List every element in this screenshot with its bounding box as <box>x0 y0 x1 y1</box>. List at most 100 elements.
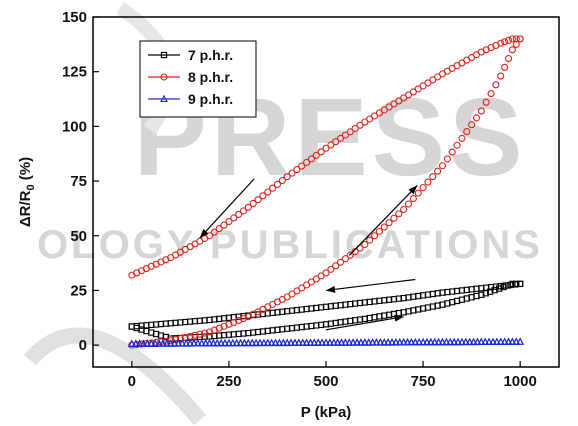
data-point <box>263 338 272 346</box>
data-point <box>487 90 495 98</box>
data-point <box>442 337 451 346</box>
data-point <box>312 151 320 159</box>
data-point <box>446 337 455 346</box>
data-point <box>279 338 288 346</box>
data-point <box>178 339 187 347</box>
data-point <box>162 339 171 347</box>
data-point <box>473 337 482 345</box>
data-point <box>283 338 292 346</box>
data-point <box>407 337 416 346</box>
data-point <box>288 169 296 177</box>
data-point <box>388 338 396 346</box>
data-point <box>275 338 284 346</box>
data-point <box>225 217 233 226</box>
data-point <box>364 338 373 346</box>
data-point <box>516 35 524 43</box>
data-point <box>346 251 354 259</box>
arrow-head <box>199 228 209 238</box>
data-point <box>361 240 369 249</box>
data-point <box>516 337 525 345</box>
data-point <box>395 210 403 218</box>
y-axis-title-unit: (%) <box>17 157 34 185</box>
data-point <box>477 107 485 115</box>
data-point <box>450 337 459 346</box>
y-axis-title: ΔR/R0 (%) <box>17 157 37 227</box>
x-tick-label: 0 <box>128 373 136 390</box>
data-point <box>254 196 262 204</box>
data-point <box>264 188 272 196</box>
data-point <box>485 337 494 345</box>
data-point <box>181 333 189 342</box>
data-point <box>501 63 509 71</box>
data-point <box>434 167 442 175</box>
data-point <box>403 337 412 346</box>
data-point <box>201 338 210 347</box>
data-point <box>298 338 307 346</box>
data-point <box>477 337 486 345</box>
data-point <box>322 338 330 346</box>
data-point <box>461 337 470 346</box>
data-point <box>376 338 385 346</box>
data-point <box>504 337 513 345</box>
data-point <box>306 338 315 346</box>
data-point <box>501 38 509 46</box>
data-point <box>366 236 374 244</box>
y-tick-label: 50 <box>70 228 87 245</box>
arrow-shaft <box>325 316 404 331</box>
data-point <box>423 337 431 346</box>
data-point <box>370 232 379 240</box>
data-point <box>368 338 377 346</box>
data-point <box>209 338 218 347</box>
data-point <box>224 338 233 347</box>
data-point <box>167 337 175 345</box>
data-point <box>267 338 276 346</box>
data-point <box>176 335 184 343</box>
x-tick-label: 750 <box>411 373 436 390</box>
data-point <box>240 338 249 347</box>
data-point <box>294 338 303 346</box>
data-point <box>346 128 354 136</box>
data-point <box>496 337 505 345</box>
data-point <box>497 72 505 80</box>
arrow-shaft <box>325 278 416 292</box>
data-point <box>190 339 198 347</box>
data-point <box>278 176 286 185</box>
data-point <box>271 338 280 346</box>
data-point <box>182 339 191 347</box>
data-point <box>170 339 179 347</box>
data-point <box>353 338 361 346</box>
data-point <box>469 337 478 346</box>
y-tick-label: 125 <box>62 64 87 81</box>
arrow-head <box>408 185 418 195</box>
data-point <box>314 338 323 346</box>
data-point <box>341 255 349 263</box>
data-point <box>489 337 497 345</box>
data-point <box>325 338 334 346</box>
data-point <box>351 125 359 133</box>
data-point <box>487 288 494 295</box>
data-point <box>205 338 214 347</box>
data-point <box>481 337 490 345</box>
data-point <box>341 131 349 139</box>
data-point <box>230 214 238 222</box>
data-point <box>327 141 335 149</box>
arrow-shaft <box>348 185 418 256</box>
x-axis-title: P (kPa) <box>301 404 352 421</box>
data-point <box>438 162 447 170</box>
data-point <box>196 330 204 338</box>
data-point <box>472 114 481 122</box>
data-point <box>458 134 466 142</box>
data-point <box>332 262 340 270</box>
data-point <box>454 337 462 346</box>
data-point <box>155 339 163 347</box>
ticks <box>93 16 521 367</box>
data-point <box>385 219 393 227</box>
data-point <box>143 339 152 347</box>
legend-label: 8 p.h.r. <box>188 69 233 85</box>
data-point <box>259 192 267 200</box>
data-point <box>341 338 350 346</box>
data-point <box>430 337 439 346</box>
data-point <box>217 338 226 347</box>
watermark: PRESS OLOGY PUBLICATIONS <box>23 2 540 426</box>
data-point <box>215 225 223 233</box>
